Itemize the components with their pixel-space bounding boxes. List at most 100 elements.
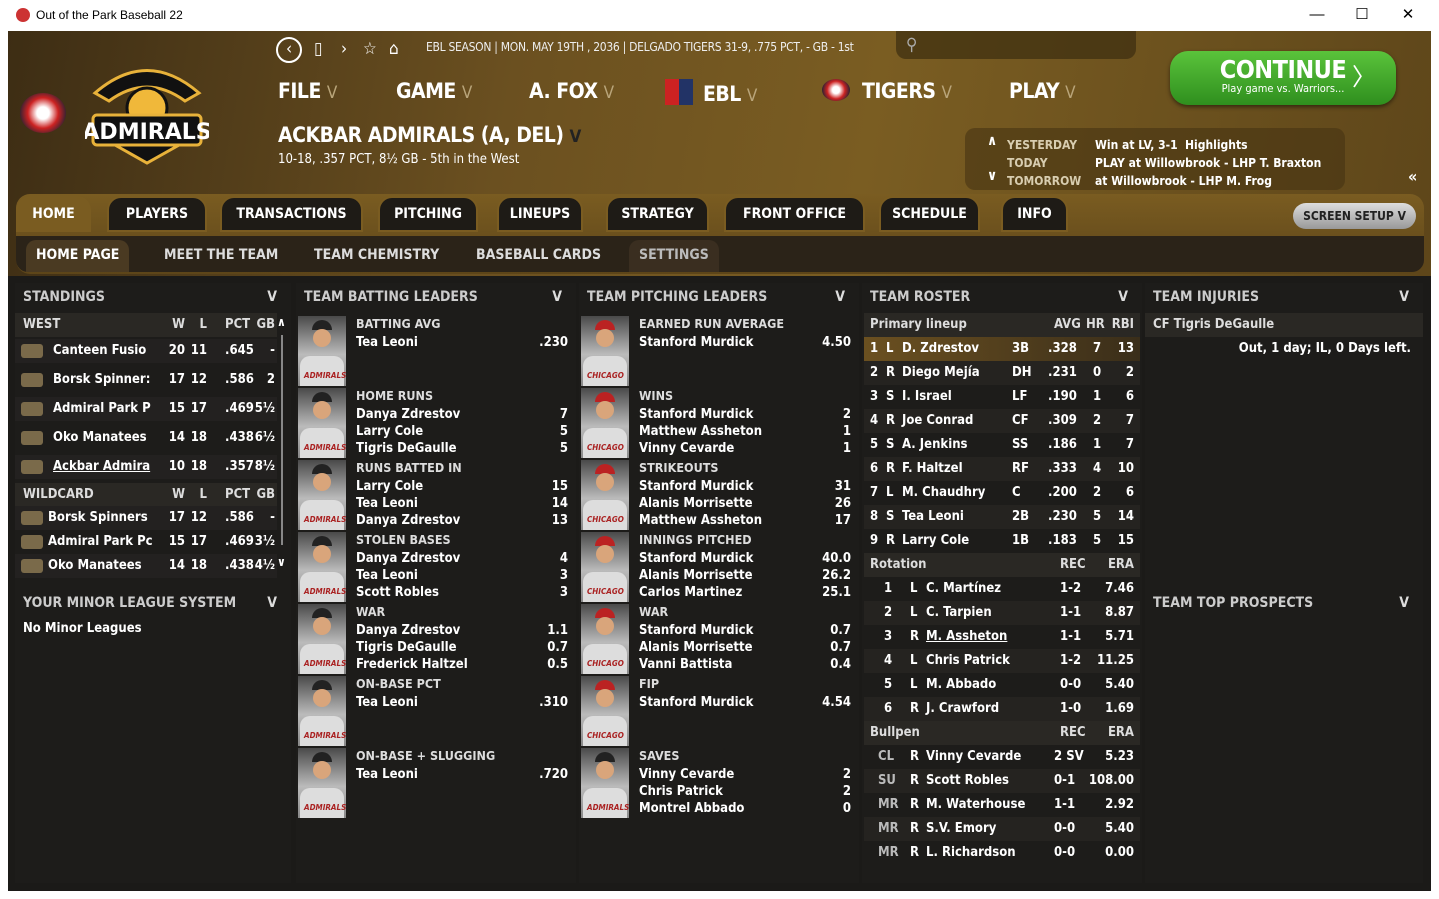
scrollbar[interactable] bbox=[281, 335, 283, 545]
leader-name[interactable]: Danya Zdrestov bbox=[356, 513, 461, 528]
leader-name[interactable]: Alanis Morrisette bbox=[639, 640, 753, 655]
wildcard-row[interactable]: Borsk Spinners 17 12 .586 - bbox=[15, 506, 277, 530]
bullpen-row[interactable]: CL R Vinny Cevarde 2 SV 5.23 bbox=[864, 745, 1140, 769]
player-name[interactable]: C. Tarpien bbox=[926, 605, 992, 620]
rotation-row[interactable]: 3 R M. Assheton 1-1 5.71 bbox=[864, 625, 1140, 649]
leader-block[interactable]: CHICAGO FIP Stanford Murdick 4.54 bbox=[581, 676, 857, 748]
leader-name[interactable]: Carlos Martinez bbox=[639, 585, 743, 600]
minimize-button[interactable]: — bbox=[1309, 6, 1325, 23]
tab-schedule[interactable]: SCHEDULE bbox=[879, 196, 980, 232]
standings-row[interactable]: Borsk Spinner: 17 12 .586 2 bbox=[15, 368, 277, 392]
rotation-row[interactable]: 1 L C. Martínez 1-2 7.46 bbox=[864, 577, 1140, 601]
menu-play[interactable]: PLAY V bbox=[1009, 79, 1076, 103]
leader-block[interactable]: CHICAGO INNINGS PITCHED Stanford Murdick 40… bbox=[581, 532, 857, 604]
bullpen-row[interactable]: MR R L. Richardson 0-0 0.00 bbox=[864, 841, 1140, 865]
home-icon[interactable]: ⌂ bbox=[389, 39, 399, 59]
wildcard-row[interactable]: Oko Manatees 14 18 .438 4½ bbox=[15, 554, 277, 578]
standings-row[interactable]: Admiral Park P 15 17 .469 5½ bbox=[15, 397, 277, 421]
lineup-row[interactable]: 1 L D. Zdrestov 3B .328 7 13 bbox=[864, 337, 1140, 361]
schedule-up-icon[interactable]: ∧ bbox=[987, 133, 998, 149]
collapse-icon[interactable]: « bbox=[1408, 167, 1418, 186]
leader-block[interactable]: ADMIRALS ON-BASE + SLUGGING Tea Leoni .720 bbox=[298, 748, 574, 820]
back-icon[interactable]: ‹ bbox=[276, 37, 302, 63]
chevron-down-icon[interactable]: V bbox=[1118, 289, 1128, 305]
standings-row[interactable]: Oko Manatees 14 18 .438 6½ bbox=[15, 426, 277, 450]
leader-name[interactable]: Vanni Battista bbox=[639, 657, 733, 672]
player-name[interactable]: M. Waterhouse bbox=[926, 797, 1026, 812]
leader-block[interactable]: CHICAGO WINS Stanford Murdick 2 Matthew Assh… bbox=[581, 388, 857, 460]
star-icon[interactable]: ☆ bbox=[363, 39, 377, 59]
player-name[interactable]: Diego Mejía bbox=[902, 365, 980, 380]
chevron-down-icon[interactable]: V bbox=[1399, 289, 1409, 305]
leader-block[interactable]: CHICAGO STRIKEOUTS Stanford Murdick 31 Alani… bbox=[581, 460, 857, 532]
leader-name[interactable]: Stanford Murdick bbox=[639, 407, 754, 422]
leader-name[interactable]: Frederick Haltzel bbox=[356, 657, 468, 672]
player-name[interactable]: Joe Conrad bbox=[902, 413, 974, 428]
player-name[interactable]: Chris Patrick bbox=[926, 653, 1010, 668]
leader-name[interactable]: Tigris DeGaulle bbox=[356, 441, 457, 456]
menu-game[interactable]: GAME V bbox=[396, 79, 472, 103]
bullpen-row[interactable]: MR R M. Waterhouse 1-1 2.92 bbox=[864, 793, 1140, 817]
page-icon[interactable]: ▯ bbox=[314, 39, 323, 59]
chevron-down-icon[interactable]: V bbox=[552, 289, 562, 305]
leader-name[interactable]: Tea Leoni bbox=[356, 767, 418, 782]
leader-block[interactable]: ADMIRALS HOME RUNS Danya Zdrestov 7 Larry Co… bbox=[298, 388, 574, 460]
player-name[interactable]: Larry Cole bbox=[902, 533, 970, 548]
leader-name[interactable]: Chris Patrick bbox=[639, 784, 723, 799]
leader-block[interactable]: ADMIRALS STOLEN BASES Danya Zdrestov 4 Tea L… bbox=[298, 532, 574, 604]
leader-name[interactable]: Larry Cole bbox=[356, 424, 424, 439]
tab-lineups[interactable]: LINEUPS bbox=[497, 196, 583, 232]
leader-block[interactable]: ADMIRALS ON-BASE PCT Tea Leoni .310 bbox=[298, 676, 574, 748]
lineup-row[interactable]: 2 R Diego Mejía DH .231 0 2 bbox=[864, 361, 1140, 385]
rotation-row[interactable]: 6 R J. Crawford 1-0 1.69 bbox=[864, 697, 1140, 721]
leader-name[interactable]: Matthew Assheton bbox=[639, 424, 763, 439]
team-name-dropdown[interactable]: ACKBAR ADMIRALS (A, DEL) V bbox=[278, 123, 581, 147]
player-name[interactable]: Vinny Cevarde bbox=[926, 749, 1022, 764]
leader-block[interactable]: ADMIRALS SAVES Vinny Cevarde 2 Chris Patrick… bbox=[581, 748, 857, 820]
chevron-down-icon[interactable]: V bbox=[1399, 595, 1409, 611]
leader-name[interactable]: Montrel Abbado bbox=[639, 801, 745, 816]
subtab-meet-the-team[interactable]: MEET THE TEAM bbox=[164, 247, 279, 263]
leader-name[interactable]: Larry Cole bbox=[356, 479, 424, 494]
leader-name[interactable]: Stanford Murdick bbox=[639, 623, 754, 638]
player-name[interactable]: A. Jenkins bbox=[902, 437, 968, 452]
leader-name[interactable]: Stanford Murdick bbox=[639, 479, 754, 494]
injury-row[interactable]: CF Tigris DeGaulle bbox=[1145, 313, 1423, 337]
lineup-row[interactable]: 5 S A. Jenkins SS .186 1 7 bbox=[864, 433, 1140, 457]
chevron-down-icon[interactable]: V bbox=[267, 595, 277, 611]
bullpen-row[interactable]: SU R Scott Robles 0-1 108.00 bbox=[864, 769, 1140, 793]
leader-name[interactable]: Tea Leoni bbox=[356, 695, 418, 710]
lineup-row[interactable]: 4 R Joe Conrad CF .309 2 7 bbox=[864, 409, 1140, 433]
search-input[interactable]: ⚲ bbox=[896, 31, 1136, 59]
tab-transactions[interactable]: TRANSACTIONS bbox=[220, 196, 363, 232]
tab-strategy[interactable]: STRATEGY bbox=[606, 196, 709, 232]
leader-name[interactable]: Stanford Murdick bbox=[639, 335, 754, 350]
menu-tigers[interactable]: TIGERS V bbox=[822, 79, 952, 103]
standings-row[interactable]: Ackbar Admira 10 18 .357 8½ bbox=[15, 455, 277, 479]
leader-name[interactable]: Matthew Assheton bbox=[639, 513, 763, 528]
player-name[interactable]: M. Assheton bbox=[926, 629, 1008, 644]
menu-file[interactable]: FILE V bbox=[278, 79, 337, 103]
wildcard-row[interactable]: Admiral Park Pc 15 17 .469 3½ bbox=[15, 530, 277, 554]
chevron-down-icon[interactable]: V bbox=[267, 289, 277, 305]
leader-name[interactable]: Danya Zdrestov bbox=[356, 551, 461, 566]
lineup-row[interactable]: 3 S I. Israel LF .190 1 6 bbox=[864, 385, 1140, 409]
player-name[interactable]: S.V. Emory bbox=[926, 821, 997, 836]
leader-name[interactable]: Alanis Morrisette bbox=[639, 496, 753, 511]
scroll-up-icon[interactable]: ∧ bbox=[277, 315, 286, 329]
subtab-team-chemistry[interactable]: TEAM CHEMISTRY bbox=[314, 247, 440, 263]
rotation-row[interactable]: 2 L C. Tarpien 1-1 8.87 bbox=[864, 601, 1140, 625]
schedule-down-icon[interactable]: ∨ bbox=[987, 168, 998, 184]
tab-players[interactable]: PLAYERS bbox=[107, 196, 207, 232]
player-name[interactable]: J. Crawford bbox=[926, 701, 1000, 716]
leader-block[interactable]: ADMIRALS BATTING AVG Tea Leoni .230 bbox=[298, 316, 574, 388]
player-name[interactable]: C. Martínez bbox=[926, 581, 1002, 596]
chevron-down-icon[interactable]: V bbox=[835, 289, 845, 305]
subtab-home-page[interactable]: HOME PAGE bbox=[26, 240, 130, 272]
lineup-row[interactable]: 7 L M. Chaudhry C .200 2 6 bbox=[864, 481, 1140, 505]
standings-row[interactable]: Canteen Fusio 20 11 .645 - bbox=[15, 339, 277, 363]
forward-icon[interactable]: › bbox=[341, 39, 348, 59]
schedule-text[interactable]: at Willowbrook - LHP M. Frog bbox=[1095, 174, 1272, 188]
continue-button[interactable]: CONTINUE Play game vs. Warriors... 〉 bbox=[1170, 51, 1396, 105]
player-name[interactable]: Tea Leoni bbox=[902, 509, 964, 524]
